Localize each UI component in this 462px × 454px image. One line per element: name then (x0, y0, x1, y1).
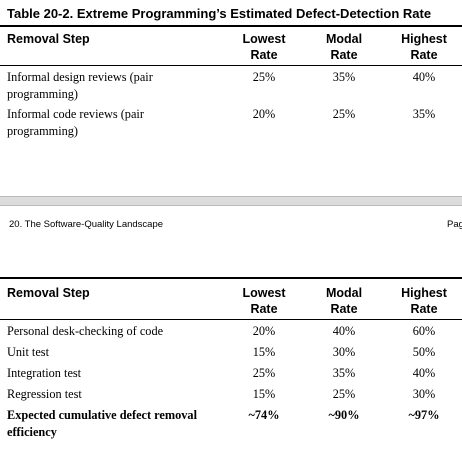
table-row-step: Informal design reviews (pair programming… (7, 70, 153, 101)
table-row-lowest: 15% (252, 345, 276, 359)
table-row-modal: 40% (332, 324, 356, 338)
table-row-highest: 50% (412, 345, 436, 359)
header-highest-rate: Highest Rate (401, 32, 447, 62)
header-removal-step: Removal Step (7, 286, 90, 300)
table-row-modal: 35% (332, 366, 356, 380)
table-total-highest: ~97% (408, 408, 440, 422)
table-row-highest: 35% (412, 107, 436, 121)
table-row-lowest: 20% (252, 324, 276, 338)
table-total-step: Expected cumulative defect removal effici… (7, 408, 197, 439)
table-row-step: Personal desk-checking of code (7, 324, 164, 338)
header-lowest-rate: Lowest Rate (242, 286, 286, 316)
header-highest-rate: Highest Rate (401, 286, 447, 316)
table-top-rule (0, 25, 462, 27)
table-row-lowest: 25% (252, 70, 276, 84)
header-modal-rate: Modal Rate (325, 286, 363, 316)
table-row-lowest: 25% (252, 366, 276, 380)
table-row-modal: 35% (332, 70, 356, 84)
header-rule (0, 319, 462, 320)
table-row-highest: 40% (412, 70, 436, 84)
table-total-lowest: ~74% (248, 408, 280, 422)
page-footer-page: Pag (447, 219, 462, 230)
table-row-highest: 40% (412, 366, 436, 380)
header-removal-step: Removal Step (7, 32, 90, 46)
table-title: Table 20-2. Extreme Programming’s Estima… (7, 6, 432, 21)
page-footer-chapter: 20. The Software-Quality Landscape (9, 219, 164, 230)
table-row-step: Informal code reviews (pair programming) (7, 107, 144, 138)
table-row-highest: 60% (412, 324, 436, 338)
table-row-modal: 25% (332, 387, 356, 401)
page-break (0, 196, 462, 206)
table-row-step: Integration test (7, 366, 82, 380)
table-row-lowest: 15% (252, 387, 276, 401)
header-rule (0, 65, 462, 66)
table-row-highest: 30% (412, 387, 436, 401)
header-modal-rate: Modal Rate (325, 32, 363, 62)
header-lowest-rate: Lowest Rate (242, 32, 286, 62)
table-row-lowest: 20% (252, 107, 276, 121)
table-row-modal: 30% (332, 345, 356, 359)
table-row-modal: 25% (332, 107, 356, 121)
page-bottom: 20. The Software-Quality Landscape Pag R… (0, 206, 462, 454)
table-row-step: Unit test (7, 345, 50, 359)
page-top: Table 20-2. Extreme Programming’s Estima… (0, 0, 462, 196)
table-row-step: Regression test (7, 387, 82, 401)
table-top-rule (0, 277, 462, 279)
table-total-modal: ~90% (328, 408, 360, 422)
